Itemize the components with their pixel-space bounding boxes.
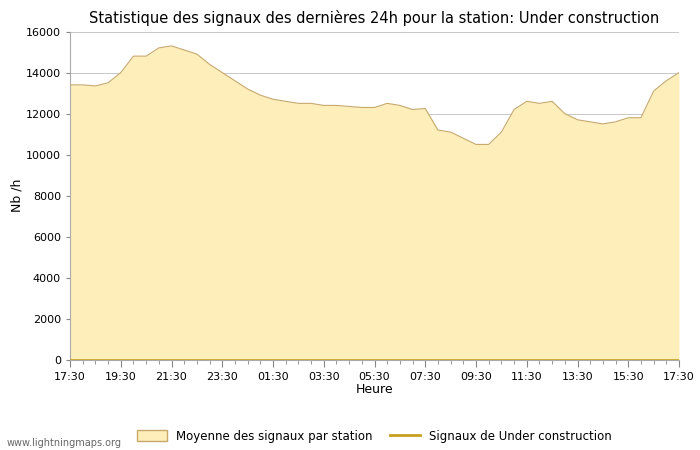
Title: Statistique des signaux des dernières 24h pour la station: Under construction: Statistique des signaux des dernières 24… [90, 10, 659, 26]
Legend: Moyenne des signaux par station, Signaux de Under construction: Moyenne des signaux par station, Signaux… [132, 425, 617, 447]
Y-axis label: Nb /h: Nb /h [10, 179, 23, 212]
Text: www.lightningmaps.org: www.lightningmaps.org [7, 438, 122, 448]
X-axis label: Heure: Heure [356, 383, 393, 396]
